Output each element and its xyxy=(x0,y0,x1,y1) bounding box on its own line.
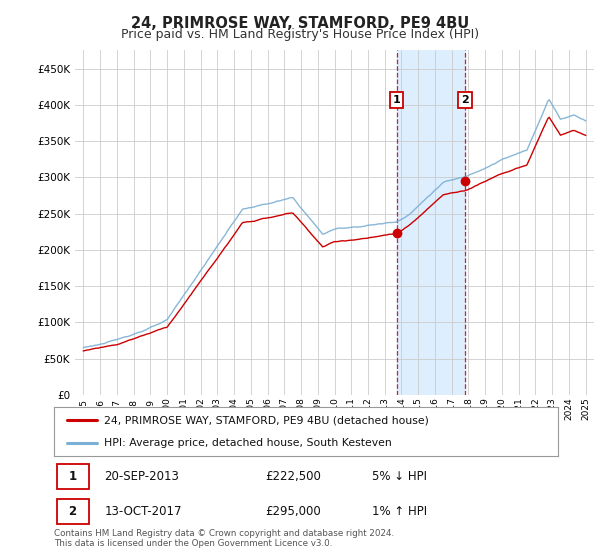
Text: £222,500: £222,500 xyxy=(266,470,322,483)
Text: Contains HM Land Registry data © Crown copyright and database right 2024.
This d: Contains HM Land Registry data © Crown c… xyxy=(54,529,394,548)
Bar xyxy=(397,50,465,395)
Text: 5% ↓ HPI: 5% ↓ HPI xyxy=(371,470,427,483)
Text: HPI: Average price, detached house, South Kesteven: HPI: Average price, detached house, Sout… xyxy=(104,438,392,448)
Text: 24, PRIMROSE WAY, STAMFORD, PE9 4BU (detached house): 24, PRIMROSE WAY, STAMFORD, PE9 4BU (det… xyxy=(104,416,429,426)
Text: 20-SEP-2013: 20-SEP-2013 xyxy=(104,470,179,483)
Text: 13-OCT-2017: 13-OCT-2017 xyxy=(104,505,182,518)
Text: 2: 2 xyxy=(68,505,77,518)
Text: 24, PRIMROSE WAY, STAMFORD, PE9 4BU: 24, PRIMROSE WAY, STAMFORD, PE9 4BU xyxy=(131,16,469,31)
Text: 1: 1 xyxy=(68,470,77,483)
Text: 1: 1 xyxy=(393,95,401,105)
Text: 1% ↑ HPI: 1% ↑ HPI xyxy=(371,505,427,518)
FancyBboxPatch shape xyxy=(56,464,89,489)
Text: Price paid vs. HM Land Registry's House Price Index (HPI): Price paid vs. HM Land Registry's House … xyxy=(121,28,479,41)
Text: 2: 2 xyxy=(461,95,469,105)
Text: £295,000: £295,000 xyxy=(266,505,322,518)
FancyBboxPatch shape xyxy=(56,499,89,524)
